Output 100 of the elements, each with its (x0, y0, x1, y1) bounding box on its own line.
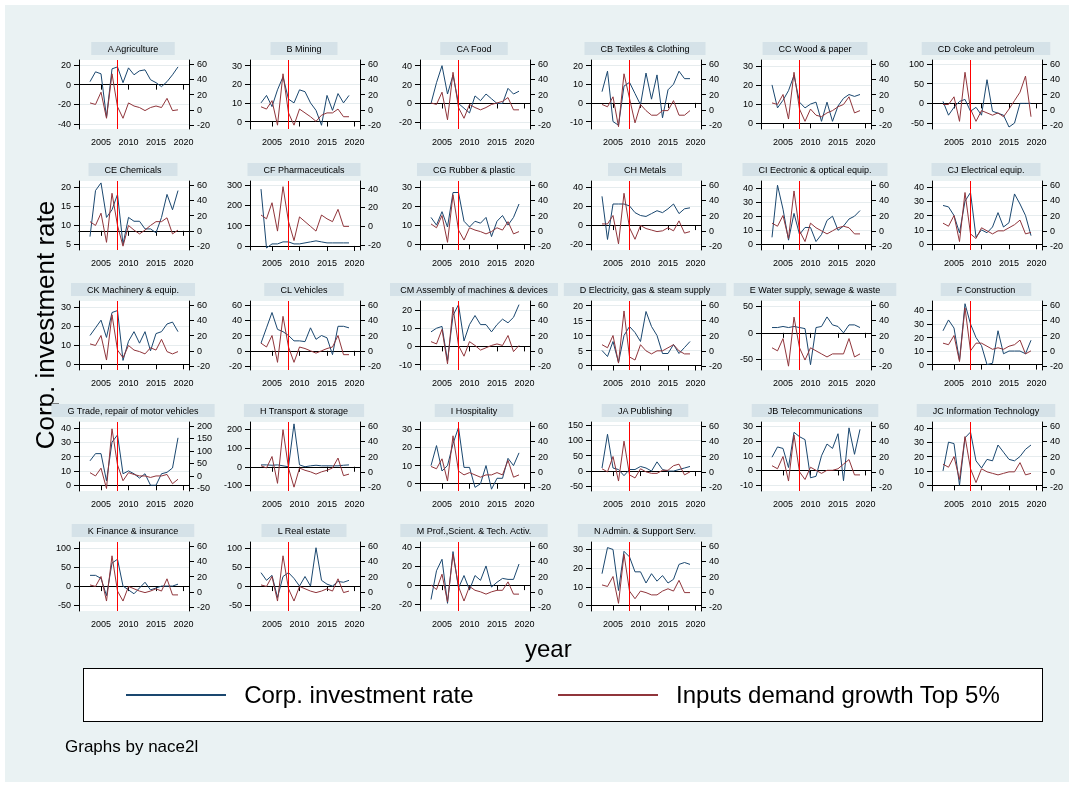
y2-tick-label: 20 (1049, 330, 1060, 341)
y2-tick-label: -20 (1049, 120, 1063, 131)
x-tick-label: 2020 (1025, 498, 1047, 508)
y2-tick-label: 0 (708, 586, 714, 597)
y2-tick-label: -20 (197, 240, 211, 251)
y-tick-label: -40 (57, 119, 71, 130)
y-tick-label: 30 (60, 436, 71, 447)
line-series (430, 71, 520, 121)
y-tick-label: -20 (228, 361, 242, 372)
y2-tick-label: 60 (708, 420, 719, 431)
x-tick-label: 2010 (800, 257, 821, 267)
y-tick-label: 0 (406, 478, 412, 489)
y-tick-label: 0 (918, 479, 924, 490)
x-tick-label: 2010 (459, 377, 480, 388)
y-tick-label: 0 (577, 600, 583, 611)
x-tick-label: 2020 (343, 618, 365, 629)
x-tick-label: 2020 (1025, 136, 1047, 147)
y2-tick-label: 60 (197, 299, 208, 310)
x-tick-label: 2020 (514, 377, 535, 388)
y-tick-label: 200 (226, 423, 242, 434)
line-series (430, 193, 520, 243)
x-tick-label: 2015 (657, 498, 678, 508)
y2-tick-label: -20 (367, 239, 381, 250)
y2-tick-label: 0 (1049, 225, 1055, 236)
y2-tick-label: 40 (708, 435, 719, 446)
y-tick-label: 10 (742, 99, 753, 110)
y2-tick-label: 0 (879, 466, 885, 477)
y2-tick-label: 20 (367, 330, 378, 341)
x-tick-label: 2015 (998, 136, 1019, 147)
line-series (430, 65, 520, 114)
y2-tick-label: -20 (708, 481, 722, 492)
y-tick-label: 0 (747, 464, 753, 475)
chart-title: CA Food (456, 43, 492, 54)
y2-tick-label: 0 (197, 470, 203, 481)
x-tick-label: 2015 (486, 257, 508, 267)
y-tick-label: 20 (742, 435, 753, 446)
y2-tick-label: 20 (367, 571, 378, 582)
y2-tick-label: 60 (367, 540, 378, 551)
y-tick-label: 0 (65, 479, 71, 490)
x-tick-label: 2010 (970, 377, 992, 388)
y2-tick-label: 40 (1049, 315, 1060, 326)
y-tick-label: 0 (65, 581, 71, 592)
y2-tick-label: 20 (1049, 89, 1060, 100)
x-tick-label: 2015 (998, 377, 1019, 388)
y-tick-label: -50 (739, 354, 753, 365)
y-tick-label: 20 (572, 200, 583, 211)
y-tick-label: 20 (572, 60, 583, 71)
y-tick-label: 20 (401, 79, 412, 90)
y-tick-label: 40 (401, 541, 412, 552)
x-tick-label: 2005 (431, 136, 453, 147)
line-series (601, 553, 690, 604)
y-tick-label: 20 (231, 79, 242, 90)
x-tick-label: 2010 (288, 136, 310, 147)
y2-tick-label: 0 (197, 345, 203, 356)
x-tick-label: 2010 (118, 377, 139, 388)
y-tick-label: 0 (918, 238, 924, 249)
line-series (89, 181, 179, 245)
x-tick-label: 2005 (602, 136, 623, 147)
x-tick-label: 2020 (855, 257, 876, 267)
x-tick-label: 2010 (118, 257, 139, 267)
x-tick-label: 2020 (684, 377, 706, 388)
y-tick-label: 0 (236, 461, 242, 472)
chart-title: N Admin. & Support Serv. (593, 525, 696, 536)
x-tick-label: 2015 (316, 257, 337, 267)
line-series (260, 312, 349, 356)
y2-tick-label: 20 (708, 89, 719, 100)
y2-tick-label: 20 (879, 89, 890, 100)
x-tick-label: 2005 (261, 136, 282, 147)
y2-tick-label: -20 (1049, 240, 1063, 251)
x-tick-label: 2015 (998, 257, 1019, 267)
y-tick-label: -50 (569, 480, 583, 491)
text: Graphs by nace2l (65, 737, 199, 757)
x-tick-label: 2005 (90, 136, 112, 147)
y2-tick-label: 0 (879, 345, 885, 356)
line-series (260, 422, 349, 467)
y2-tick-label: 20 (1049, 451, 1060, 461)
y2-tick-label: 60 (538, 58, 549, 69)
y2-tick-label: 0 (538, 345, 544, 356)
y-tick-label: 100 (226, 442, 242, 453)
y2-tick-label: 40 (1049, 74, 1060, 85)
y2-tick-label: 0 (879, 225, 885, 236)
y-tick-label: 0 (236, 345, 242, 356)
y-tick-label: -50 (228, 600, 242, 611)
y2-tick-label: 40 (367, 74, 378, 85)
y-tick-label: -50 (910, 118, 924, 129)
y-tick-label: -20 (398, 117, 412, 128)
y2-tick-label: 50 (197, 457, 208, 468)
y2-tick-label: 60 (538, 420, 549, 431)
y-tick-label: 15 (60, 200, 71, 211)
line-series (430, 426, 520, 490)
y2-tick-label: 0 (708, 225, 714, 236)
y2-tick-label: 20 (367, 201, 378, 212)
y-tick-label: -20 (569, 238, 583, 249)
y-tick-label: 0 (236, 581, 242, 592)
y-tick-label: 30 (401, 423, 412, 434)
y-tick-label: 100 (55, 542, 71, 553)
y2-tick-label: 0 (538, 225, 544, 236)
x-tick-label: 2020 (514, 618, 535, 629)
x-tick-label: 2020 (1025, 257, 1047, 267)
y2-tick-label: 0 (538, 466, 544, 477)
